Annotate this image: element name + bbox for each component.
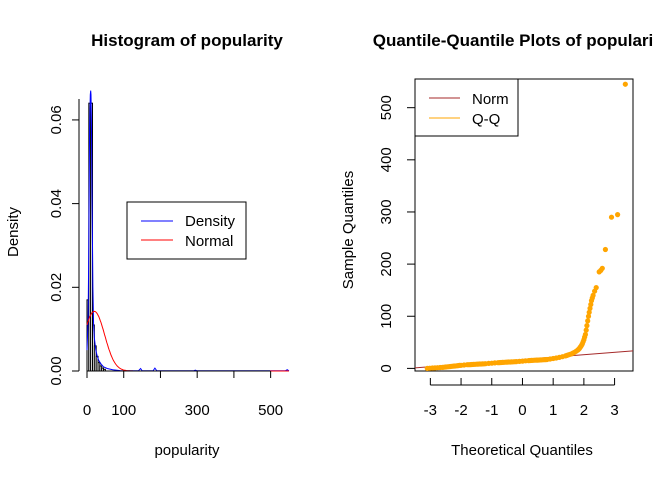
qq-x-tick-label: 0 (518, 402, 526, 419)
qq-y-tick-label: 0 (378, 364, 395, 372)
qq-points (424, 81, 628, 371)
histogram-y-tick-label: 0.06 (48, 105, 65, 134)
qq-x-tick-label: 3 (610, 402, 618, 419)
qq-x-tick-label: -1 (485, 402, 498, 419)
qq-point (602, 246, 609, 253)
qq-point (608, 214, 615, 220)
qq-y-tick-label: 300 (378, 199, 395, 224)
histogram-panel: Histogram of popularity 0 100 300 500 0.000… (5, 31, 290, 459)
histogram-y-tick-label: 0.02 (48, 273, 65, 302)
qq-point (584, 323, 590, 329)
histogram-x-tick-label: 300 (185, 402, 210, 419)
qq-point (590, 292, 596, 298)
qq-panel: Quantile-Quantile Plots of populari -3 -2… (340, 31, 653, 459)
histogram-y-tick-label: 0.00 (48, 356, 65, 385)
qq-y-label: Sample Quantiles (340, 171, 357, 289)
histogram-x-tick-label: 500 (258, 402, 283, 419)
qq-point (587, 305, 593, 311)
histogram-x-tick-label: 100 (111, 402, 136, 419)
qq-y-ticks: 0 100 200 300 400 500 (378, 95, 415, 373)
legend-norm-label: Norm (472, 91, 509, 108)
qq-y-tick-label: 500 (378, 95, 395, 120)
qq-point (585, 313, 592, 319)
qq-point (586, 309, 592, 315)
histogram-legend: Density Normal (126, 201, 247, 260)
qq-y-tick-label: 400 (378, 147, 395, 172)
qq-x-label: Theoretical Quantiles (451, 442, 593, 459)
histogram-x-label: popularity (154, 442, 220, 459)
histogram-x-tick-label: 0 (83, 402, 91, 419)
qq-x-tick-label: -2 (454, 402, 467, 419)
qq-title: Quantile-Quantile Plots of populari (373, 31, 654, 50)
qq-legend: Norm Q-Q (414, 78, 519, 137)
legend-density-label: Density (185, 213, 236, 230)
qq-point (585, 318, 591, 324)
histogram-y-ticks: 0.00 0.02 0.04 0.06 (48, 105, 79, 386)
qq-point (599, 265, 605, 271)
qq-point (622, 81, 628, 87)
legend-qq-label: Q-Q (472, 111, 500, 128)
qq-x-tick-label: 1 (549, 402, 557, 419)
qq-x-tick-label: 2 (580, 402, 588, 419)
histogram-x-ticks: 0 100 300 500 (83, 371, 283, 419)
qq-point (588, 301, 594, 308)
histogram-title: Histogram of popularity (91, 31, 283, 50)
qq-x-ticks: -3 -2 -1 0 1 2 3 (424, 378, 619, 419)
qq-point (582, 331, 589, 338)
qq-point (615, 212, 621, 218)
histogram-y-label: Density (5, 206, 22, 257)
histogram-y-tick-label: 0.04 (48, 189, 65, 218)
qq-x-tick-label: -3 (424, 402, 437, 419)
qq-point (593, 285, 599, 291)
normal-curve (86, 310, 289, 372)
qq-plot-frame (414, 78, 634, 372)
histogram-legend-box (126, 201, 247, 260)
qq-y-tick-label: 100 (378, 304, 395, 329)
qq-y-tick-label: 200 (378, 252, 395, 277)
qq-legend-box (414, 78, 519, 137)
qq-point (583, 327, 589, 333)
legend-normal-label: Normal (185, 233, 233, 250)
